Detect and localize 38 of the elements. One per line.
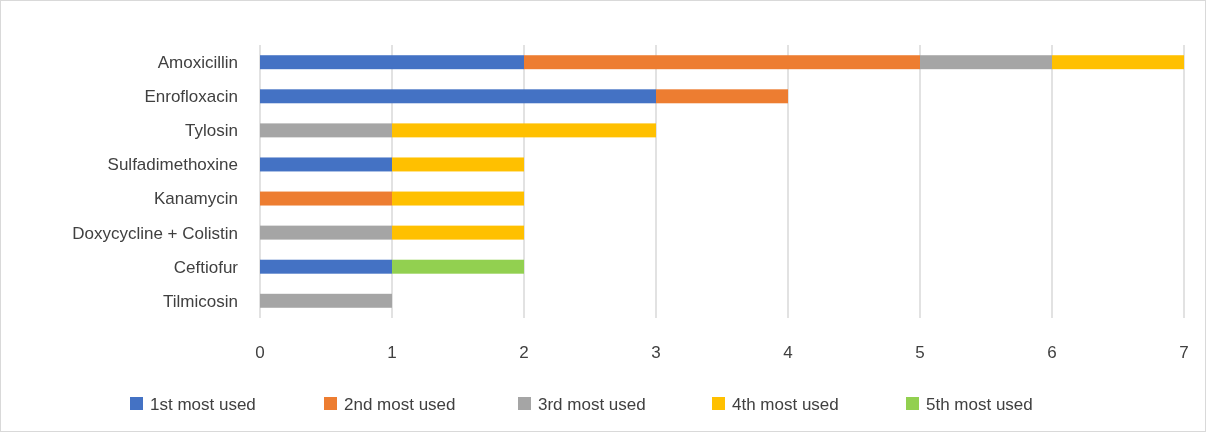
- y-tick-label: Sulfadimethoxine: [107, 155, 238, 175]
- legend-label: 2nd most used: [344, 394, 456, 414]
- y-tick-label: Tilmicosin: [163, 291, 238, 311]
- x-tick-label: 4: [783, 343, 793, 362]
- bar: [392, 123, 656, 138]
- x-tick-label: 7: [1179, 343, 1189, 362]
- x-tick-label: 3: [651, 343, 661, 362]
- legend-label: 1st most used: [150, 394, 256, 414]
- y-tick-label: Amoxicillin: [157, 53, 238, 73]
- bar: [260, 225, 392, 240]
- bar: [260, 55, 524, 70]
- y-tick-label: Doxycycline + Colistin: [72, 223, 238, 243]
- x-tick-label: 2: [519, 343, 529, 362]
- bar: [1052, 55, 1184, 70]
- bar: [260, 191, 392, 206]
- bar: [656, 89, 788, 104]
- y-tick-label: Kanamycin: [153, 189, 238, 209]
- bar: [524, 55, 920, 70]
- legend-label: 5th most used: [926, 394, 1033, 414]
- x-tick-label: 0: [255, 343, 265, 362]
- bar: [392, 191, 524, 206]
- y-tick-label: Enrofloxacin: [144, 87, 238, 107]
- y-tick-label: Tylosin: [185, 121, 238, 141]
- x-tick-label: 5: [915, 343, 925, 362]
- legend-label: 4th most used: [732, 394, 839, 414]
- x-tick-label: 6: [1047, 343, 1057, 362]
- bar: [260, 123, 392, 138]
- bar: [260, 157, 392, 172]
- bar: [392, 225, 524, 240]
- bar: [920, 55, 1052, 70]
- bar: [260, 89, 656, 104]
- bar: [392, 259, 524, 274]
- y-tick-label: Ceftiofur: [173, 257, 239, 277]
- x-tick-label: 1: [387, 343, 397, 362]
- bar: [392, 157, 524, 172]
- bar: [260, 259, 392, 274]
- legend-label: 3rd most used: [538, 394, 646, 414]
- bar: [260, 293, 392, 308]
